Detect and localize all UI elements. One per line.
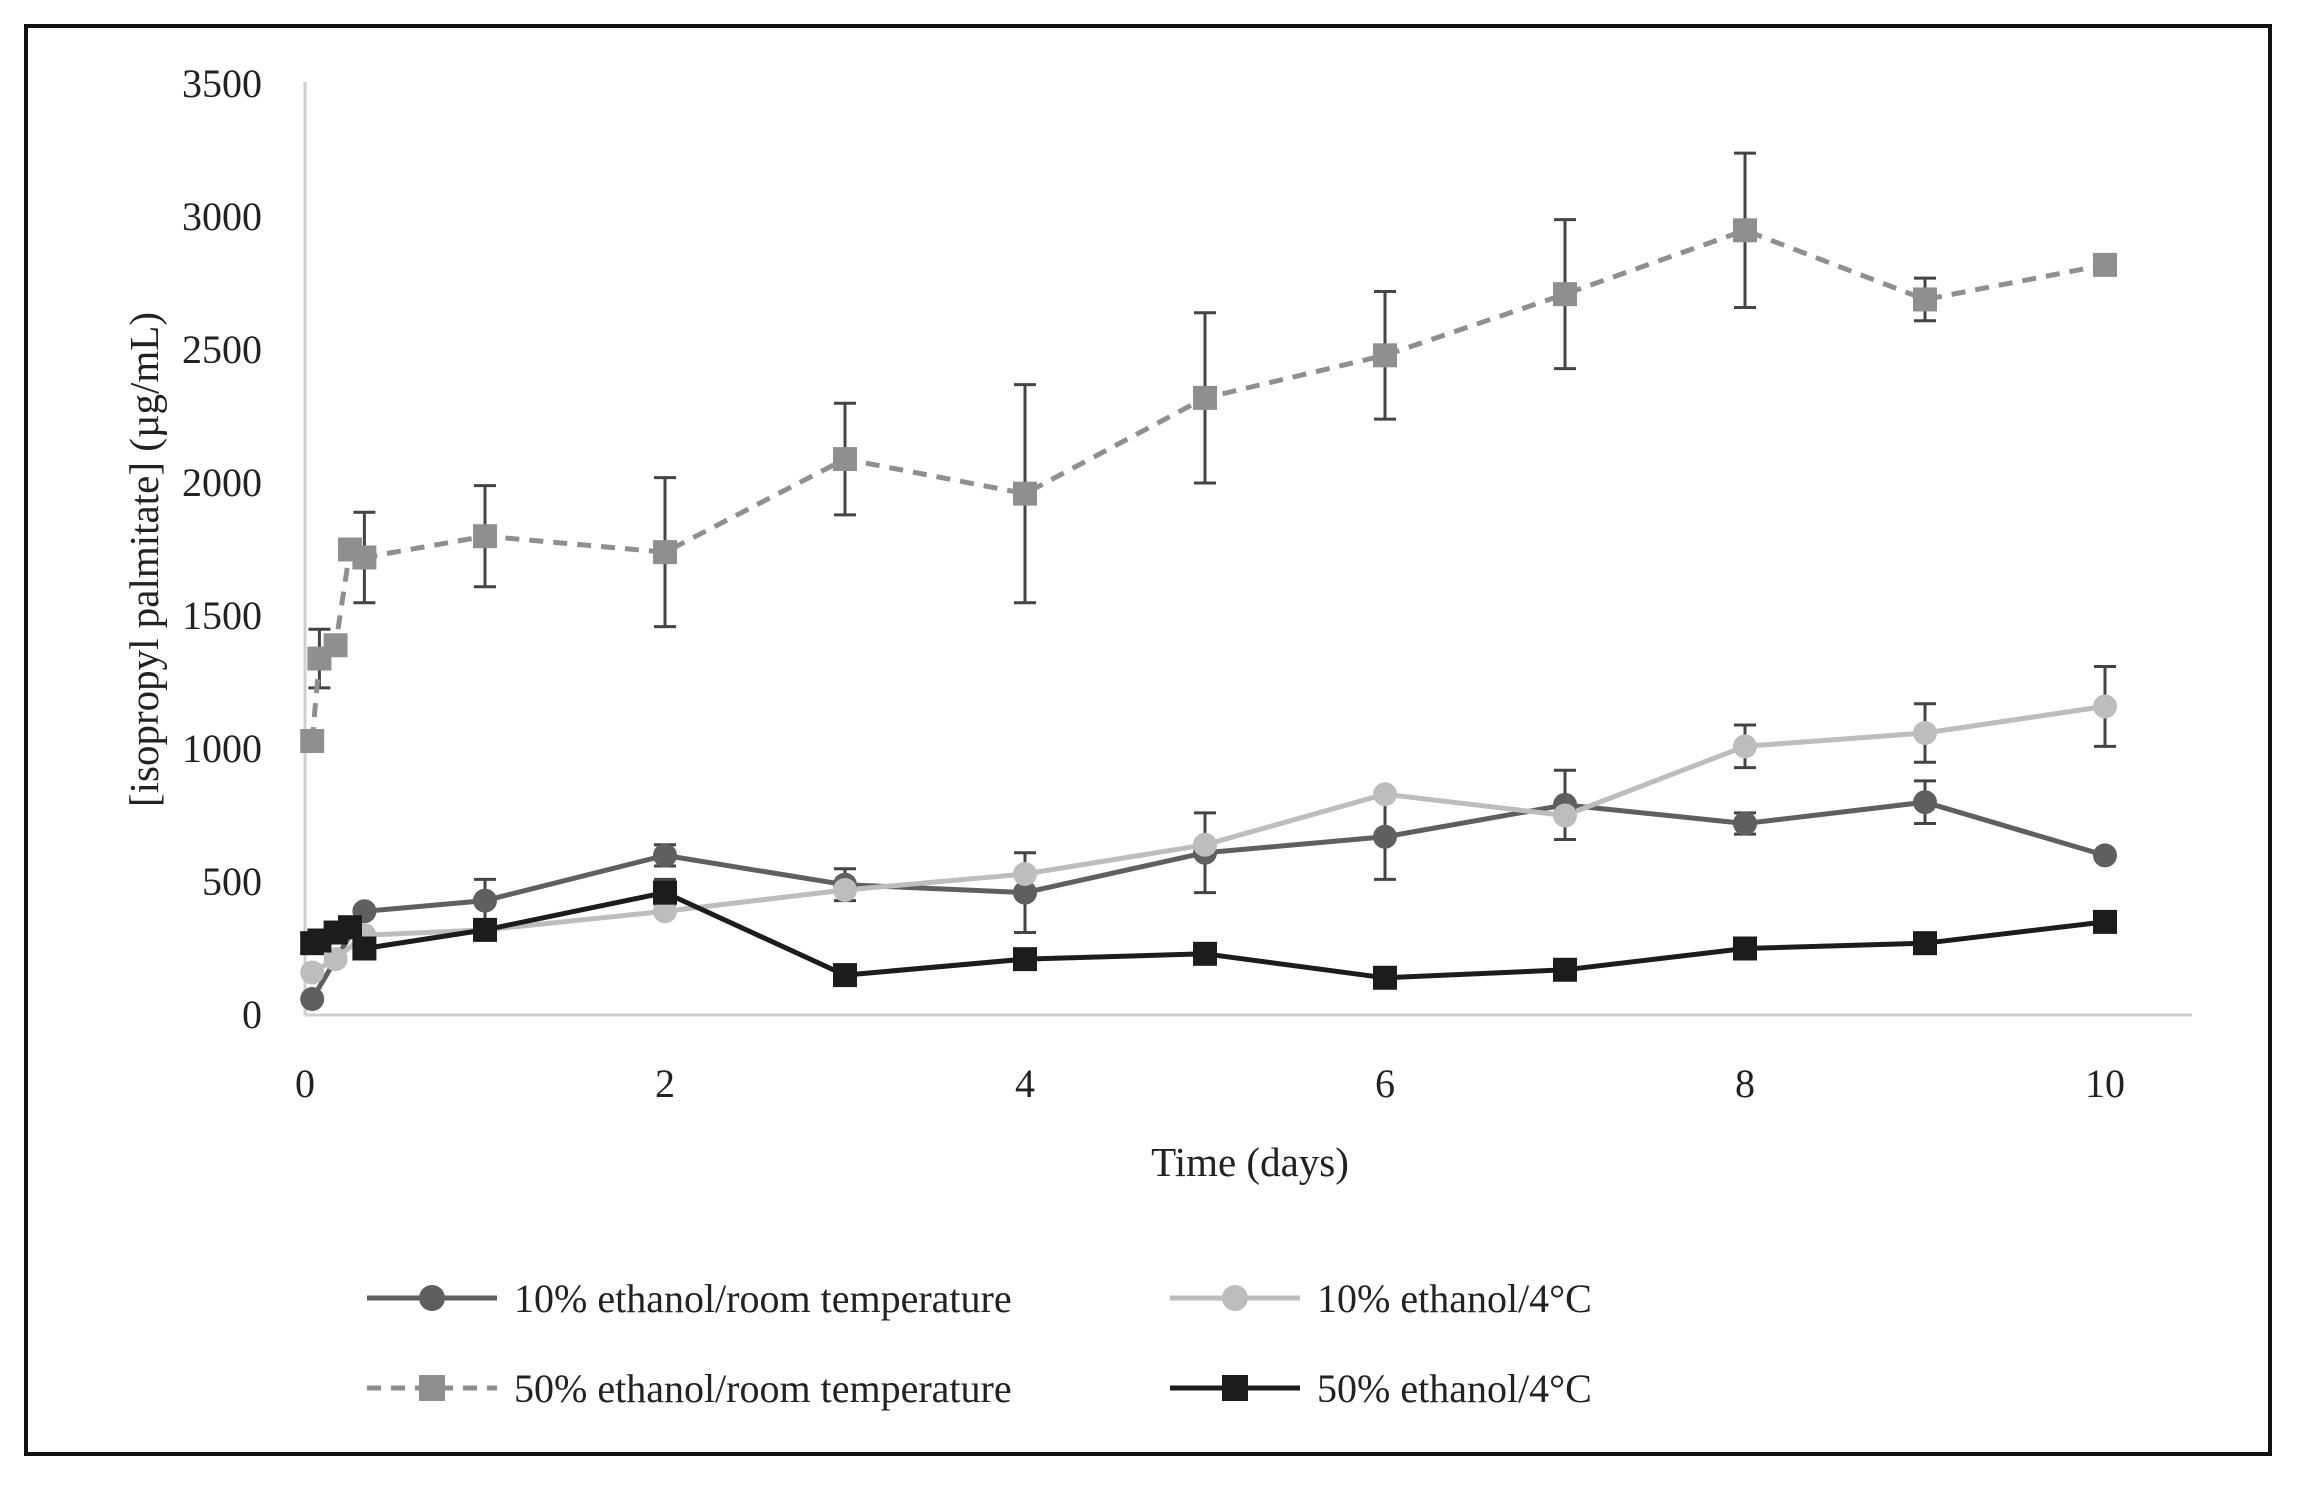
legend: 10% ethanol/room temperature 10% ethanol/… <box>367 1276 1592 1411</box>
series-point-4 <box>473 917 497 942</box>
series-point-3 <box>300 729 325 754</box>
x-tick-label: 2 <box>655 1061 675 1106</box>
series-point-3 <box>1913 287 1937 312</box>
series-point-4 <box>1373 965 1397 990</box>
series-point-1 <box>473 888 497 913</box>
series-point-2 <box>2093 694 2117 719</box>
axes: 0 500 1000 1500 2000 2500 3000 3500 0 2 4 6 8 10 <box>182 61 2192 1106</box>
series-point-3 <box>323 633 348 658</box>
series-point-4 <box>833 963 857 988</box>
series-point-3 <box>1553 282 1577 307</box>
x-axis-title: Time (days) <box>1151 1139 1349 1185</box>
series-point-2 <box>1193 832 1217 857</box>
series-point-4 <box>653 880 677 905</box>
series-point-4 <box>338 915 362 940</box>
y-tick-label: 1500 <box>182 593 262 638</box>
series-line-1 <box>310 799 2106 1001</box>
y-tick-label: 3000 <box>182 194 262 239</box>
series-point-1 <box>1013 880 1037 905</box>
series-markers <box>300 218 2117 1012</box>
legend-label: 10% ethanol/4°C <box>1317 1276 1592 1321</box>
series-point-4 <box>352 936 377 961</box>
legend-label: 50% ethanol/4°C <box>1317 1366 1592 1411</box>
series-point-2 <box>833 877 857 902</box>
x-tick-label: 0 <box>295 1061 315 1106</box>
series-point-1 <box>1373 824 1397 849</box>
series-point-3 <box>653 540 677 565</box>
y-axis-title: [isopropyl palmitate] (µg/mL) <box>121 312 167 807</box>
series-point-4 <box>1733 936 1757 961</box>
legend-swatch-marker <box>1222 1285 1248 1311</box>
x-tick-label: 8 <box>1735 1061 1755 1106</box>
legend-swatch-marker <box>419 1375 445 1401</box>
series-point-2 <box>323 947 348 972</box>
series-point-3 <box>1373 343 1397 368</box>
x-tick-label: 6 <box>1375 1061 1395 1106</box>
series-point-4 <box>1013 947 1037 972</box>
series-point-1 <box>1733 811 1757 836</box>
chart-frame <box>24 24 2272 1456</box>
y-tick-label: 1000 <box>182 726 262 771</box>
series-point-4 <box>1913 931 1937 956</box>
series-point-3 <box>352 545 377 570</box>
series-point-2 <box>300 960 325 985</box>
series-point-2 <box>1013 862 1037 887</box>
series-point-2 <box>1373 782 1397 807</box>
series-point-3 <box>1733 218 1757 243</box>
series-point-4 <box>2093 909 2117 934</box>
y-tick-label: 0 <box>242 992 262 1037</box>
y-tick-label: 2000 <box>182 460 262 505</box>
series-line-3 <box>309 227 2106 742</box>
series-point-1 <box>2093 843 2117 868</box>
series-point-1 <box>653 843 677 868</box>
series-point-2 <box>1733 734 1757 759</box>
legend-label: 50% ethanol/room temperature <box>514 1366 1012 1411</box>
series-point-2 <box>1553 803 1577 828</box>
series-point-3 <box>1013 481 1037 506</box>
series-point-2 <box>1913 721 1937 746</box>
series-point-4 <box>1193 941 1217 966</box>
series-lines <box>309 227 2106 1001</box>
legend-swatch-marker <box>419 1285 445 1311</box>
x-tick-label: 10 <box>2085 1061 2125 1106</box>
y-tick-label: 500 <box>202 859 262 904</box>
series-point-3 <box>1193 385 1217 410</box>
series-point-1 <box>1913 790 1937 815</box>
y-tick-label: 2500 <box>182 327 262 372</box>
series-point-3 <box>473 524 497 549</box>
series-point-3 <box>833 447 857 472</box>
y-tick-label: 3500 <box>182 61 262 106</box>
legend-label: 10% ethanol/room temperature <box>514 1276 1012 1321</box>
series-point-3 <box>2093 252 2117 277</box>
x-tick-label: 4 <box>1015 1061 1035 1106</box>
series-point-2 <box>653 899 677 924</box>
legend-swatch-marker <box>1222 1375 1248 1401</box>
series-point-1 <box>300 987 325 1012</box>
series-point-4 <box>1553 957 1577 982</box>
